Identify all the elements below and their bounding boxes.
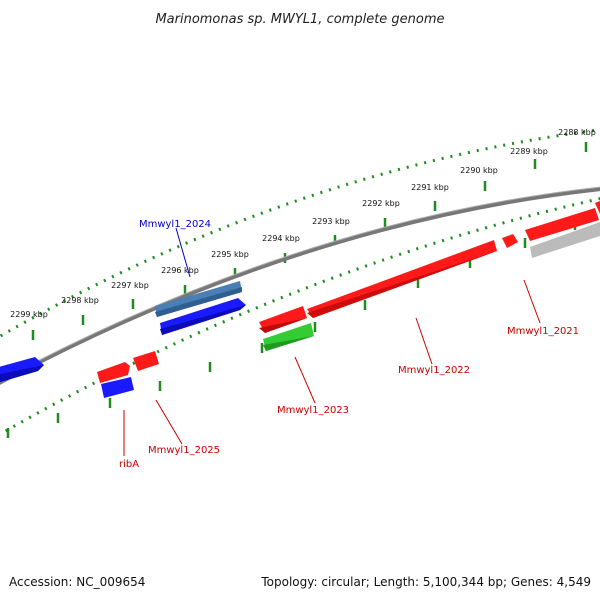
tick-label: 2293 kbp: [312, 217, 350, 226]
tick-label: 2297 kbp: [111, 281, 149, 290]
gene-arrow-shadow: [155, 287, 242, 317]
genome-backbone-highlight: [0, 186, 600, 382]
gene-arrow-mmwyl1-2021[interactable]: [525, 208, 599, 241]
topology-text: Topology: circular; Length: 5,100,344 bp…: [260, 575, 591, 589]
genome-backbone: [0, 187, 600, 385]
map-title: Marinomonas sp. MWYL1, complete genome: [155, 12, 444, 27]
tick-label: 2292 kbp: [362, 199, 400, 208]
reverse-strand-genes: [101, 222, 600, 398]
gene-arrow-shadow: [307, 251, 497, 318]
gene-arrow-shadow: [160, 305, 246, 335]
gene-arrow[interactable]: [595, 201, 600, 214]
gene-label-mmwyl1-2023[interactable]: Mmwyl1_2023: [277, 405, 349, 416]
gene-arrow[interactable]: [133, 351, 159, 371]
tick-label: 2291 kbp: [411, 183, 449, 192]
forward-strand-genes: [0, 201, 600, 383]
gene-arrow-shadow: [263, 336, 314, 351]
gene-arrow-shadow: [0, 365, 44, 383]
accession-text: Accession: NC_009654: [9, 575, 145, 589]
gene-arrow-shadow: [259, 318, 307, 333]
tick-label: 2295 kbp: [211, 250, 249, 259]
tick-labels: 2288 kbp 2289 kbp 2290 kbp 2291 kbp 2292…: [10, 128, 596, 319]
outer-major-ticks: [31, 142, 588, 340]
tick-label: 2298 kbp: [61, 296, 99, 305]
tick-label: 2294 kbp: [262, 234, 300, 243]
gene-arrow[interactable]: [502, 234, 518, 248]
gene-label-mmwyl1-2022[interactable]: Mmwyl1_2022: [398, 365, 470, 376]
gene-label-mmwyl1-2024[interactable]: Mmwyl1_2024: [139, 219, 211, 230]
gene-leader-lines: [123, 227, 541, 456]
gene-label-mmwyl1-2025[interactable]: Mmwyl1_2025: [148, 445, 220, 456]
tick-label: 2290 kbp: [460, 166, 498, 175]
tick-label: 2299 kbp: [10, 310, 48, 319]
gene-labels: Mmwyl1_2024 Mmwyl1_2021 Mmwyl1_2022 Mmwy…: [119, 219, 579, 470]
tick-label: 2288 kbp: [558, 128, 596, 137]
tick-label: 2296 kbp: [161, 266, 199, 275]
gene-arrow[interactable]: [97, 362, 130, 383]
gene-label-mmwyl1-2021[interactable]: Mmwyl1_2021: [507, 326, 579, 337]
gene-arrow[interactable]: [530, 222, 600, 258]
gene-label-riba[interactable]: ribA: [119, 459, 139, 470]
tick-label: 2289 kbp: [510, 147, 548, 156]
gene-arrow-riba[interactable]: [101, 377, 134, 398]
inner-scale-track: [0, 197, 600, 436]
